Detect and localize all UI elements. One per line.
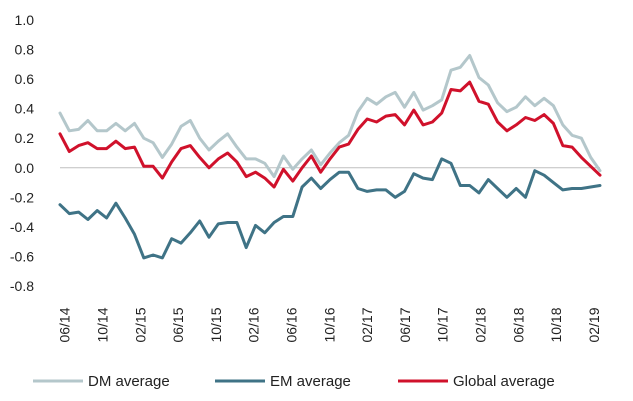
x-tick-label: 02/17 — [359, 307, 375, 342]
x-axis-tick-labels: 06/14 10/14 02/15 06/15 10/15 02/16 06/16 10/16… — [57, 307, 602, 342]
x-tick-label: 06/16 — [284, 307, 300, 342]
x-tick-label: 06/18 — [510, 307, 526, 342]
x-tick-label: 10/16 — [321, 307, 337, 342]
legend-label-global-average: Global average — [453, 373, 555, 390]
x-tick-label: 10/17 — [435, 307, 451, 342]
legend-label-dm-average: DM average — [88, 373, 170, 390]
y-tick-label: 0.4 — [15, 101, 35, 117]
x-tick-label: 10/14 — [95, 307, 111, 342]
y-tick-label: -0.8 — [10, 278, 34, 294]
x-tick-label: 10/15 — [208, 307, 224, 342]
y-tick-label: 0.0 — [15, 160, 35, 176]
x-tick-label: 06/14 — [57, 307, 73, 342]
x-tick-label: 02/15 — [132, 307, 148, 342]
x-tick-label: 02/18 — [473, 307, 489, 342]
x-tick-label: 02/16 — [246, 307, 262, 342]
y-tick-label: -0.6 — [10, 248, 34, 264]
y-axis-tick-labels: 1.0 0.8 0.6 0.4 0.2 0.0 -0.2 -0.4 -0.6 -0.8 — [10, 12, 34, 294]
legend-label-em-average: EM average — [270, 373, 351, 390]
x-tick-label: 02/19 — [586, 307, 602, 342]
series-line-em-average — [58, 157, 602, 260]
series-line-global-average — [58, 80, 602, 189]
legend: DM average EM average Global average — [33, 373, 555, 390]
series-lines — [58, 54, 602, 260]
y-tick-label: 1.0 — [15, 12, 35, 28]
series-line-dm-average — [58, 54, 602, 179]
y-tick-label: 0.6 — [15, 71, 35, 87]
y-tick-label: -0.2 — [10, 189, 34, 205]
x-tick-label: 10/18 — [548, 307, 564, 342]
y-tick-label: 0.8 — [15, 42, 35, 58]
y-tick-label: 0.2 — [15, 130, 35, 146]
x-tick-label: 06/17 — [397, 307, 413, 342]
y-tick-label: -0.4 — [10, 219, 34, 235]
x-tick-label: 06/15 — [170, 307, 186, 342]
